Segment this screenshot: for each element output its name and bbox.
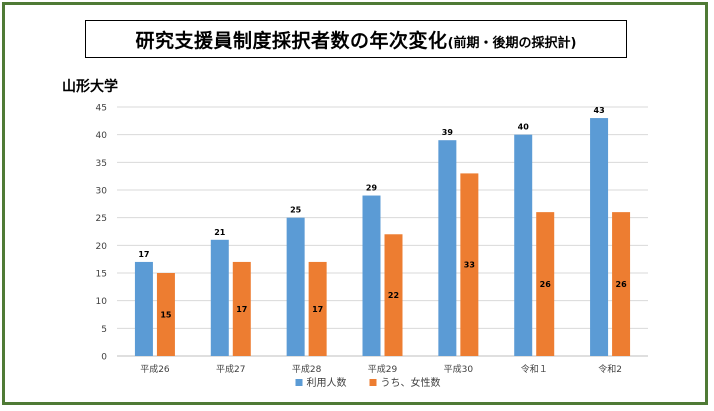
x-tick-label: 令和１ [521,363,548,375]
university-label: 山形大学 [62,79,118,95]
data-label-series1: 39 [442,128,454,137]
x-tick-label: 平成30 [444,363,474,375]
data-label-series2: 26 [540,280,552,289]
data-label-series1: 17 [138,250,149,259]
y-tick-label: 25 [96,214,107,224]
bar-series2 [536,212,555,356]
x-tick-label: 平成26 [140,363,170,375]
data-label-series2: 33 [464,261,475,270]
bar-series1 [362,195,381,356]
data-label-series2: 17 [312,305,323,314]
data-label-series1: 21 [214,228,226,237]
y-tick-label: 40 [96,131,108,141]
bar-series1 [210,239,229,356]
legend-swatch-series1 [295,379,303,386]
y-tick-label: 15 [96,270,107,280]
bar-series2 [384,234,403,356]
y-tick-label: 35 [96,159,107,169]
bar-series2 [308,261,327,356]
x-tick-label: 平成29 [368,363,398,375]
bar-series2 [232,261,251,356]
data-label-series2: 26 [616,280,628,289]
y-tick-label: 5 [101,325,107,335]
data-label-series1: 43 [594,106,605,115]
bar-series1 [438,140,457,356]
chart-title: 研究支援員制度採択者数の年次変化 [135,29,448,52]
x-tick-label: 令和2 [598,363,622,375]
x-tick-label: 平成27 [216,363,245,375]
bar-series1 [514,134,533,356]
bar-series1 [286,217,305,356]
chart-title-suffix: (前期・後期の採択計) [447,35,577,51]
data-label-series2: 17 [236,305,247,314]
bar-series2 [460,173,479,356]
legend-label-series2: うち、女性数 [381,376,441,389]
legend-label-series1: 利用人数 [307,376,347,389]
y-tick-label: 20 [96,242,108,252]
y-tick-label: 45 [96,104,107,114]
x-tick-label: 平成28 [292,363,322,375]
y-tick-label: 30 [96,187,108,197]
data-label-series2: 22 [388,291,399,300]
bar-series1 [590,118,609,356]
y-tick-label: 0 [101,353,107,363]
data-label-series1: 29 [366,184,378,193]
y-tick-label: 10 [96,297,108,307]
legend-swatch-series2 [369,379,377,386]
data-label-series2: 15 [160,311,172,320]
outer-frame [2,2,708,405]
data-label-series1: 40 [518,123,530,132]
bar-series2 [612,212,631,356]
title-box: 研究支援員制度採択者数の年次変化 (前期・後期の採択計) [85,20,627,58]
bar-series2 [156,273,175,356]
bar-series1 [134,261,153,356]
data-label-series1: 25 [290,206,302,215]
